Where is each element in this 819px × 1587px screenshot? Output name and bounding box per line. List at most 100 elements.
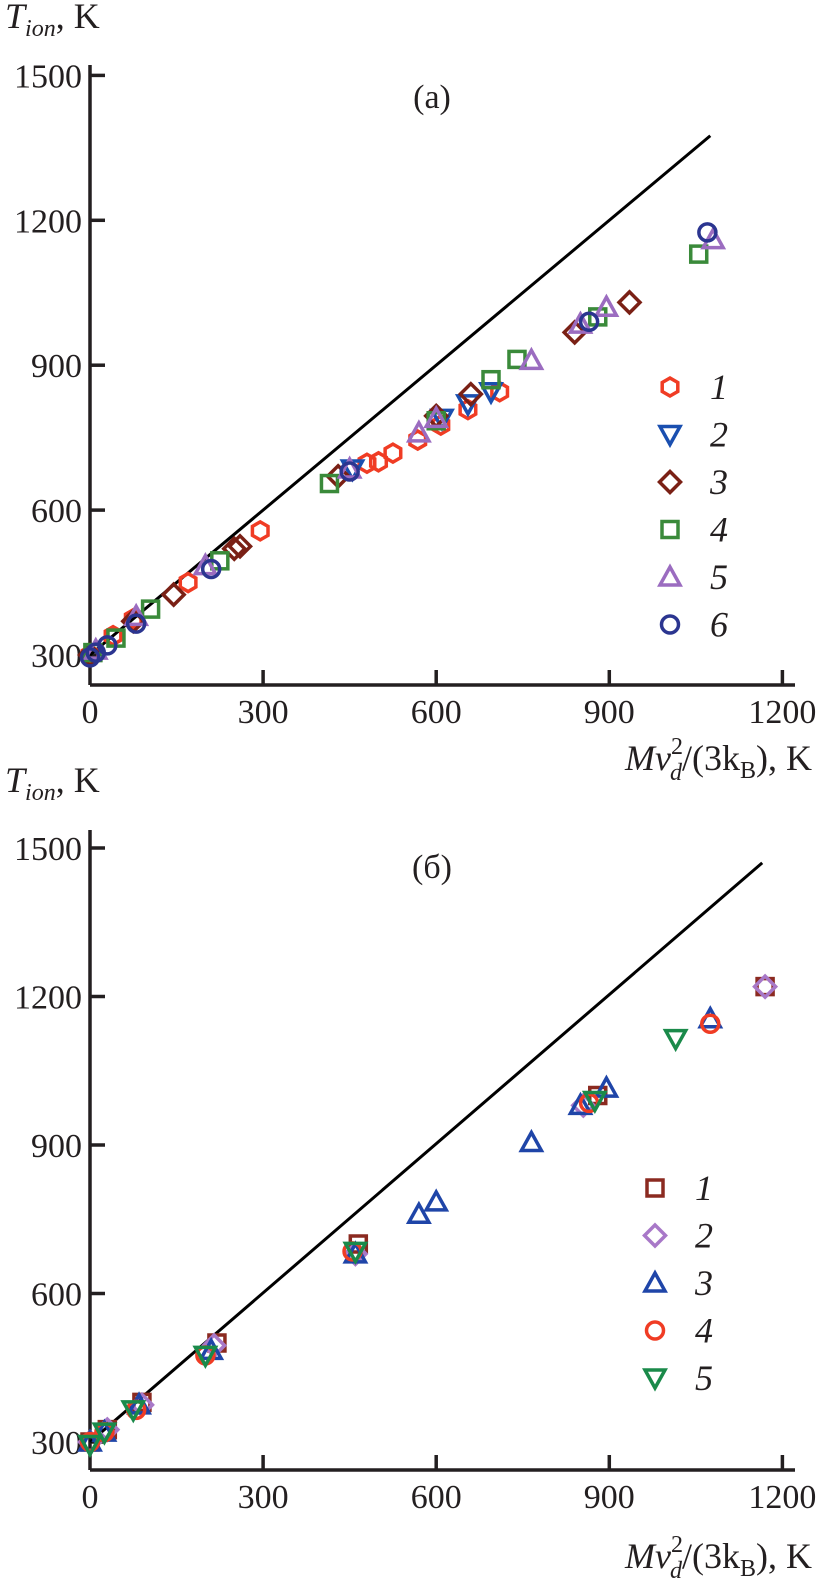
data-point xyxy=(120,1400,147,1424)
data-point xyxy=(160,581,187,608)
data-point xyxy=(755,976,775,997)
legend-marker-4 xyxy=(644,1320,666,1341)
series-1 xyxy=(80,976,775,1452)
data-point xyxy=(697,222,718,243)
data-point xyxy=(581,1090,608,1115)
legend-marker-4 xyxy=(660,519,680,540)
data-point xyxy=(319,473,340,494)
reference-line xyxy=(89,861,764,1444)
legend-marker-1 xyxy=(660,375,680,399)
data-point xyxy=(200,558,222,580)
data-point xyxy=(457,381,484,408)
legend-marker-1 xyxy=(645,1178,665,1198)
data-point xyxy=(408,429,428,452)
legend-marker-3 xyxy=(642,1269,668,1293)
legend-label-3: 3 xyxy=(694,1263,713,1303)
ylabel-a: Tion, K xyxy=(5,0,100,42)
y-tick-label: 1200 xyxy=(14,980,82,1017)
series-5 xyxy=(77,1028,689,1459)
x-tick-label: 1200 xyxy=(748,694,816,731)
data-point xyxy=(97,635,118,656)
legend-marker-5 xyxy=(657,563,683,587)
x-tick-label: 600 xyxy=(411,694,462,731)
data-point xyxy=(339,461,360,482)
legend-label-1: 1 xyxy=(710,367,728,407)
data-point xyxy=(140,599,161,619)
data-point xyxy=(616,289,643,316)
legend-marker-6 xyxy=(659,614,681,635)
series-6 xyxy=(79,222,718,668)
data-point xyxy=(518,346,545,371)
data-point xyxy=(221,535,248,562)
data-point xyxy=(178,571,198,594)
y-tick-label: 300 xyxy=(31,1425,82,1462)
legend-label-5: 5 xyxy=(710,557,728,597)
data-point xyxy=(405,419,432,443)
y-tick-label: 1500 xyxy=(14,58,82,95)
x-tick-label: 1200 xyxy=(748,1479,816,1516)
legend-label-3: 3 xyxy=(709,462,728,502)
legend-marker-3 xyxy=(657,469,683,495)
legend-label-5: 5 xyxy=(695,1358,713,1398)
data-point xyxy=(77,1434,103,1459)
data-point xyxy=(192,1345,219,1369)
series-3 xyxy=(77,1005,724,1452)
data-point xyxy=(423,404,450,429)
data-point xyxy=(688,244,709,264)
data-point xyxy=(567,310,594,334)
data-point xyxy=(103,624,123,647)
legend-marker-2 xyxy=(657,424,683,449)
legend-label-2: 2 xyxy=(695,1216,713,1256)
data-point xyxy=(578,311,600,332)
legend-label-2: 2 xyxy=(710,415,728,455)
legend-marker-5 xyxy=(642,1368,668,1392)
data-point xyxy=(342,1241,369,1266)
legend-label-6: 6 xyxy=(710,605,728,645)
data-point xyxy=(383,442,403,465)
x-tick-label: 0 xyxy=(82,694,99,731)
data-point xyxy=(227,533,253,560)
data-point xyxy=(700,226,727,250)
series-2 xyxy=(77,973,779,1455)
data-point xyxy=(336,455,363,479)
data-point xyxy=(481,369,501,390)
y-tick-label: 1500 xyxy=(14,831,82,868)
panel-label-a: (a) xyxy=(413,79,451,116)
data-point xyxy=(561,319,588,346)
data-point xyxy=(405,1200,432,1225)
data-point xyxy=(593,1074,620,1098)
data-point xyxy=(752,973,779,1000)
data-point xyxy=(593,293,620,317)
x-tick-label: 900 xyxy=(584,694,635,731)
x-tick-label: 0 xyxy=(82,1479,99,1516)
data-point xyxy=(700,1013,721,1034)
data-point xyxy=(478,382,504,406)
data-point xyxy=(662,1028,689,1053)
reference-line xyxy=(89,134,712,657)
data-point xyxy=(368,450,389,473)
y-tick-label: 600 xyxy=(31,493,82,530)
x-tick-label: 600 xyxy=(411,1479,462,1516)
y-tick-label: 600 xyxy=(31,1277,82,1314)
series-4 xyxy=(79,1013,721,1453)
y-tick-label: 900 xyxy=(31,348,82,385)
xlabel-b: Mv2 d/(3kB), K xyxy=(624,1532,812,1584)
data-point xyxy=(91,1422,118,1446)
ylabel-b: Tion, K xyxy=(5,760,100,806)
data-point xyxy=(250,519,270,542)
x-tick-label: 300 xyxy=(238,1479,289,1516)
legend-label-4: 4 xyxy=(710,510,728,550)
y-tick-label: 1200 xyxy=(14,203,82,240)
data-point xyxy=(125,613,147,634)
legend-label-1: 1 xyxy=(695,1168,713,1208)
data-point xyxy=(567,1091,594,1116)
panel-label-b: (б) xyxy=(412,849,452,886)
x-tick-label: 900 xyxy=(584,1479,635,1516)
y-tick-label: 300 xyxy=(31,638,82,675)
y-tick-label: 900 xyxy=(31,1128,82,1165)
xlabel-a: Mv2 d/(3kB), K xyxy=(624,734,812,786)
legend-label-4: 4 xyxy=(695,1311,713,1351)
